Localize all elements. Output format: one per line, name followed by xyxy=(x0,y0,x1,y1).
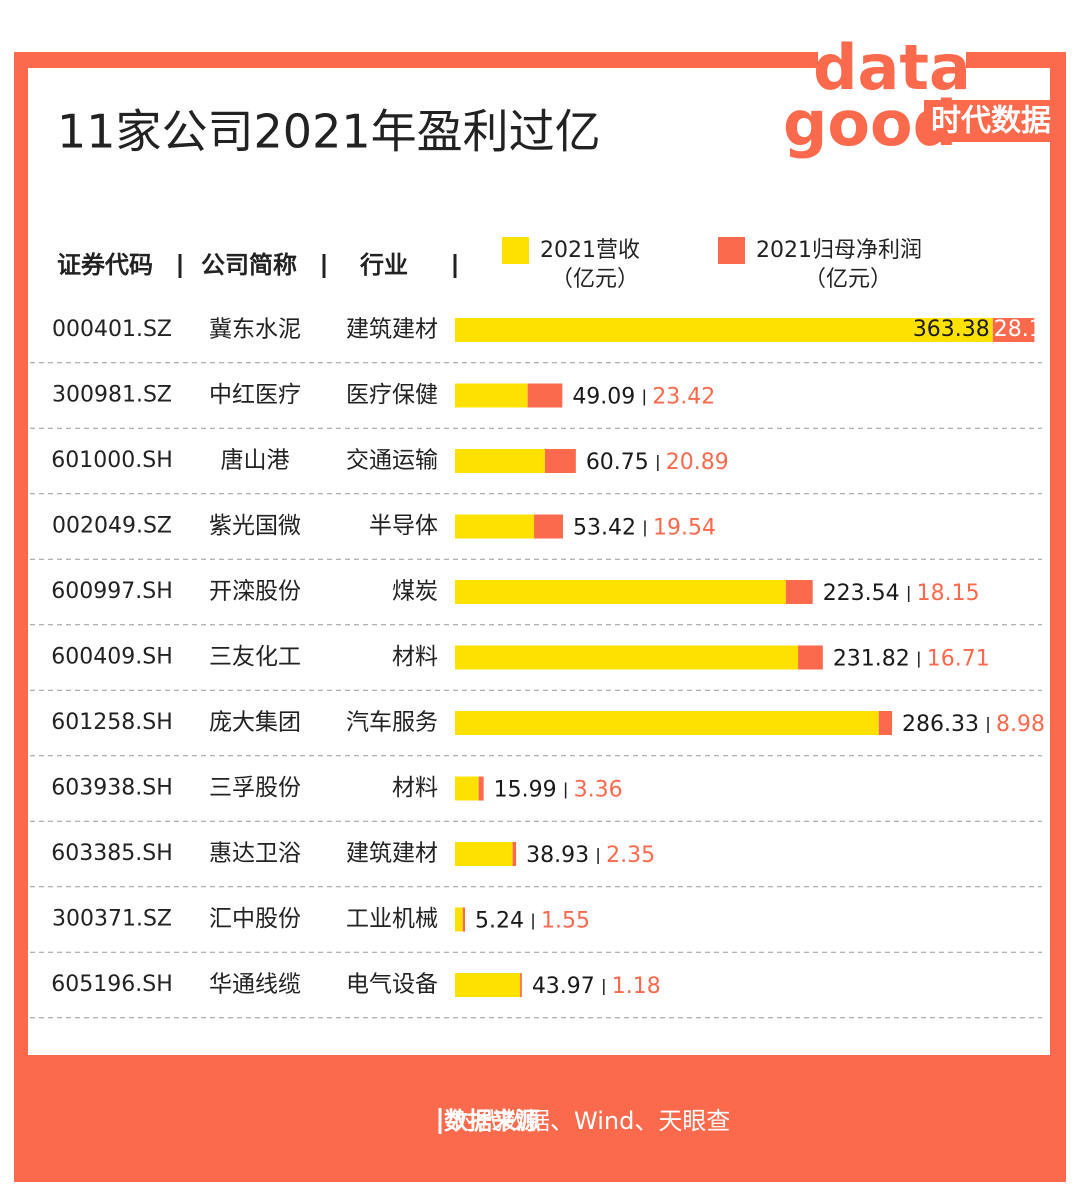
stock-code: 002049.SZ xyxy=(52,514,172,539)
stock-code: 605196.SH xyxy=(51,972,172,997)
stock-code: 603385.SH xyxy=(51,841,172,866)
industry: 医疗保健 xyxy=(346,382,438,408)
bar xyxy=(455,973,521,997)
value-label: 53.42 xyxy=(573,516,636,541)
value-label: 28.1 xyxy=(994,317,1043,342)
legend-label: 2021归母净利润 xyxy=(756,238,922,263)
company-name: 冀东水泥 xyxy=(209,317,301,343)
bar xyxy=(455,711,879,735)
legend-unit: （亿元） xyxy=(804,267,892,292)
bar xyxy=(992,318,1035,342)
bar xyxy=(455,514,535,539)
bar xyxy=(462,907,466,932)
logo-word: data xyxy=(813,31,971,104)
column-header: 证券代码 xyxy=(57,251,153,279)
company-name: 汇中股份 xyxy=(209,906,301,932)
company-name: 开滦股份 xyxy=(209,579,301,605)
value-label: 20.89 xyxy=(666,450,729,475)
value-label: 5.24 xyxy=(475,909,524,934)
company-name: 惠达卫浴 xyxy=(209,841,301,867)
logo-box xyxy=(924,100,1058,142)
value-label: 15.99 xyxy=(494,778,557,803)
logo-label: 时代数据 xyxy=(931,104,1051,139)
bar xyxy=(878,711,893,735)
bar xyxy=(455,776,479,801)
industry: 建筑建材 xyxy=(346,841,438,867)
legend-label: 2021营收 xyxy=(540,238,640,263)
industry: 汽车服务 xyxy=(346,710,438,736)
column-header: 公司简称 xyxy=(201,251,297,279)
value-label: 1.18 xyxy=(612,974,661,999)
value-label: 16.71 xyxy=(927,647,990,672)
industry: 材料 xyxy=(392,644,438,670)
stock-code: 300981.SZ xyxy=(52,383,172,408)
value-label: 363.38 xyxy=(913,317,990,342)
value-label: 19.54 xyxy=(653,516,716,541)
bar xyxy=(455,645,799,670)
bar xyxy=(785,580,813,604)
bar xyxy=(455,580,786,604)
bar xyxy=(512,842,517,866)
industry: 材料 xyxy=(392,775,438,801)
stock-code: 000401.SZ xyxy=(52,317,172,342)
panel xyxy=(28,68,1050,1055)
value-label: 60.75 xyxy=(586,450,649,475)
stock-code: 601258.SH xyxy=(51,710,172,735)
source-label: 数据来源 xyxy=(444,1107,540,1135)
bar xyxy=(455,842,513,866)
industry: 工业机械 xyxy=(346,906,438,932)
legend-unit: （亿元） xyxy=(551,267,639,292)
bar xyxy=(455,318,993,342)
value-label: 3.36 xyxy=(574,778,623,803)
bar xyxy=(798,645,823,670)
company-name: 紫光国微 xyxy=(209,513,301,539)
bar xyxy=(455,383,528,408)
stock-code: 600409.SH xyxy=(51,645,172,670)
logo-bg xyxy=(818,20,966,170)
value-label: 2.35 xyxy=(606,843,655,868)
industry: 交通运输 xyxy=(346,448,438,474)
value-label: 49.09 xyxy=(572,385,635,410)
stock-code: 600997.SH xyxy=(51,579,172,604)
logo: data good 时代数据 xyxy=(783,20,1058,170)
stock-code: 601000.SH xyxy=(51,448,172,473)
stock-code: 603938.SH xyxy=(51,776,172,801)
industry: 建筑建材 xyxy=(346,317,438,343)
bar xyxy=(527,383,563,408)
company-name: 华通线缆 xyxy=(209,972,301,998)
value-label: 286.33 xyxy=(902,712,979,737)
industry: 电气设备 xyxy=(346,972,438,998)
bar xyxy=(455,907,463,932)
value-label: 23.42 xyxy=(652,385,715,410)
source-text: 时代数据、Wind、天眼查 xyxy=(454,1107,730,1135)
company-name: 三孚股份 xyxy=(209,775,301,801)
legend-swatch xyxy=(718,237,745,264)
bar xyxy=(544,449,576,473)
value-label: 231.82 xyxy=(833,647,910,672)
company-name: 三友化工 xyxy=(209,644,301,670)
value-label: 38.93 xyxy=(526,843,589,868)
value-label: 1.55 xyxy=(541,909,590,934)
bar xyxy=(534,514,563,539)
column-header: 行业 xyxy=(359,251,408,279)
industry: 半导体 xyxy=(369,513,438,539)
value-label: 43.97 xyxy=(532,974,595,999)
value-label: 223.54 xyxy=(823,581,900,606)
chart-title: 11家公司2021年盈利过亿 xyxy=(57,105,601,159)
legend-swatch xyxy=(502,237,529,264)
industry: 煤炭 xyxy=(392,579,438,605)
stock-code: 300371.SZ xyxy=(52,907,172,932)
bar xyxy=(478,776,484,801)
bar xyxy=(455,449,545,473)
bar xyxy=(520,973,522,997)
company-name: 唐山港 xyxy=(221,448,290,474)
value-label: 8.98 xyxy=(996,712,1045,737)
company-name: 中红医疗 xyxy=(209,382,301,408)
value-label: 18.15 xyxy=(917,581,980,606)
company-name: 庞大集团 xyxy=(209,710,301,736)
